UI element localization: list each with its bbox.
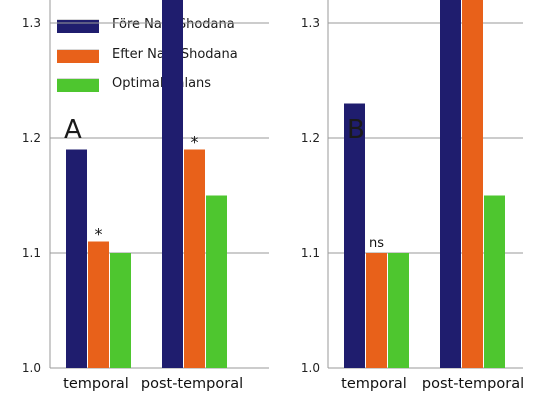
- bar-efter-post-temporal: [184, 149, 205, 368]
- bar-efter-temporal: [88, 241, 109, 368]
- significance-label: *: [95, 225, 103, 244]
- chart-panel-b: 1.01.11.21.31.4temporalpost-temporalnsns…: [301, 0, 524, 392]
- category-label: post-temporal: [422, 376, 524, 392]
- panel-letter: A: [64, 115, 82, 145]
- bar-optimal-post-temporal: [484, 195, 505, 368]
- category-label: temporal: [341, 376, 407, 392]
- y-tick-label: 1.1: [301, 246, 320, 260]
- category-label: post-temporal: [141, 376, 243, 392]
- bar-optimal-temporal: [110, 253, 131, 368]
- y-tick-label: 1.3: [301, 16, 320, 30]
- chart-panel-a: 1.01.11.21.31.4temporalpost-temporal**A: [22, 0, 269, 392]
- legend-label-optimal: Optimal Balans: [112, 76, 212, 91]
- bar-efter-temporal: [366, 253, 387, 368]
- bar-fore-temporal: [344, 103, 365, 368]
- y-tick-label: 1.1: [22, 246, 41, 260]
- bar-optimal-temporal: [388, 253, 409, 368]
- y-tick-label: 1.0: [22, 361, 41, 375]
- y-tick-label: 1.2: [301, 131, 320, 145]
- bar-optimal-post-temporal: [206, 195, 227, 368]
- significance-label: *: [191, 133, 199, 152]
- y-tick-label: 1.2: [22, 131, 41, 145]
- category-label: temporal: [63, 376, 129, 392]
- panel-letter: B: [347, 115, 365, 145]
- bar-fore-temporal: [66, 149, 87, 368]
- significance-label: ns: [369, 236, 384, 251]
- y-tick-label: 1.0: [301, 361, 320, 375]
- bar-efter-post-temporal: [462, 0, 483, 368]
- bar-fore-post-temporal: [162, 0, 183, 368]
- legend-swatch-optimal: [57, 78, 99, 92]
- legend-swatch-efter: [57, 49, 99, 63]
- y-tick-label: 1.3: [22, 16, 41, 30]
- bar-fore-post-temporal: [440, 0, 461, 368]
